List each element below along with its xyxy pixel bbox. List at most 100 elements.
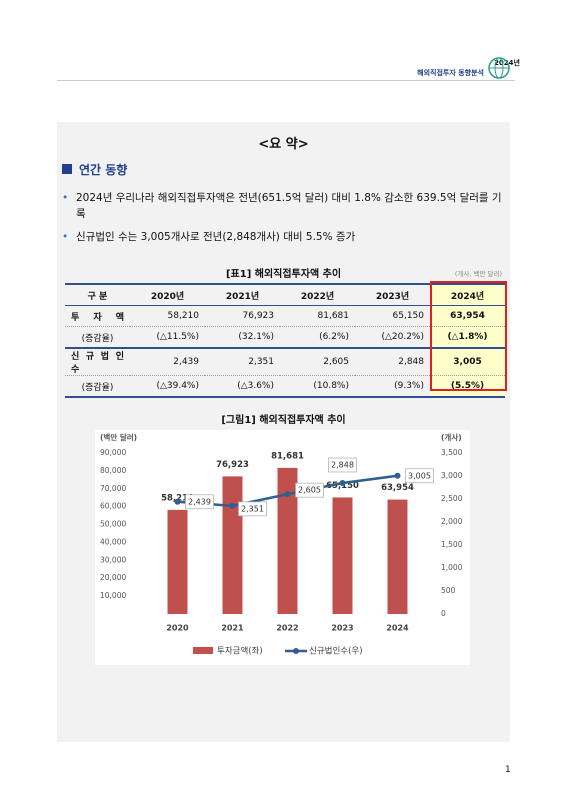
legend-label: 투자금액(좌) xyxy=(217,646,263,657)
line-point xyxy=(284,491,291,498)
bullet-text: 2024년 우리나라 해외직접투자액은 전년(651.5억 달러) 대비 1.8… xyxy=(76,192,502,220)
summary-title: <요 약> xyxy=(258,137,309,152)
legend-label: 신규법인수(우) xyxy=(309,646,363,657)
y2-tick-label: 1,500 xyxy=(441,540,463,549)
line-point xyxy=(229,502,236,509)
bar xyxy=(387,499,408,614)
y-tick-label: 10,000 xyxy=(100,591,126,600)
x-tick-label: 2023 xyxy=(331,624,353,633)
table-unit: (개사, 백만 달러) xyxy=(454,270,502,278)
cell: 3,005 xyxy=(430,348,505,376)
cell: 58,210 xyxy=(130,305,205,327)
line-label: 2,351 xyxy=(241,504,264,513)
bar-label: 76,923 xyxy=(216,460,249,470)
bar-label: 63,954 xyxy=(381,483,414,493)
y-tick-label: 20,000 xyxy=(100,573,126,582)
cell: 65,150 xyxy=(355,305,430,327)
section-mark xyxy=(62,164,72,174)
header-cell: 2021년 xyxy=(205,283,280,306)
y-tick-label: 30,000 xyxy=(100,555,126,564)
y-tick-label: 60,000 xyxy=(100,502,126,511)
y-tick-label: 70,000 xyxy=(100,484,126,493)
cell: (32.1%) xyxy=(205,326,280,349)
line-label: 2,605 xyxy=(298,486,321,495)
x-tick-label: 2021 xyxy=(221,624,244,633)
y-tick-label: 80,000 xyxy=(100,466,126,475)
row-label: (증감율) xyxy=(65,375,130,398)
cell: 2,605 xyxy=(280,348,355,376)
table-row: 투 자 액 58,210 76,923 81,681 65,150 63,954 xyxy=(65,305,505,327)
header-title: 해외직접투자 동향분석 xyxy=(417,69,484,77)
header-cell: 구 분 xyxy=(65,283,130,306)
table-row: 신 규 법 인 수 2,439 2,351 2,605 2,848 3,005 xyxy=(65,348,505,376)
cell: 2,848 xyxy=(355,348,430,376)
label-box xyxy=(405,468,434,484)
y2-tick-label: 3,000 xyxy=(441,471,463,480)
cell: 2,439 xyxy=(130,348,205,376)
logo xyxy=(488,57,510,79)
highlight xyxy=(430,281,507,391)
bar xyxy=(332,497,353,614)
y2-axis-label: (개사) xyxy=(441,432,462,442)
y-axis-label: (백만 달러) xyxy=(100,432,137,442)
cell: (△11.5%) xyxy=(130,326,205,349)
y-tick-label: 40,000 xyxy=(100,537,126,546)
bar xyxy=(167,509,188,614)
row-label: (증감율) xyxy=(65,326,130,349)
x-tick-label: 2024 xyxy=(386,624,409,633)
legend-swatch xyxy=(293,648,299,654)
table-caption: [표1] 해외직접투자액 추이 xyxy=(225,269,342,280)
header-cell: 2020년 xyxy=(130,283,205,306)
label-box xyxy=(185,494,214,510)
label-box xyxy=(295,482,324,498)
label-box xyxy=(238,501,267,517)
cell: 63,954 xyxy=(430,305,505,327)
header-cell: 2022년 xyxy=(280,283,355,306)
bar xyxy=(222,476,243,614)
y-tick-label: 50,000 xyxy=(100,520,126,529)
cell: 81,681 xyxy=(280,305,355,327)
line-label: 3,005 xyxy=(408,471,431,480)
table-row: (증감율) (△39.4%) (△3.6%) (10.8%) (9.3%) (5.5%) xyxy=(65,375,505,398)
y2-tick-label: 1,000 xyxy=(441,563,463,572)
bullet-text: 신규법인 수는 3,005개사로 전년(2,848개사) 대비 5.5% 증가 xyxy=(76,231,356,243)
header-row: 구 분 2020년 2021년 2022년 2023년 2024년 xyxy=(65,283,505,306)
x-tick-label: 2020 xyxy=(166,624,189,633)
cell: (△20.2%) xyxy=(355,326,430,349)
y2-tick-label: 2,500 xyxy=(441,494,463,503)
bar-label: 81,681 xyxy=(271,451,304,461)
page-number: 1 xyxy=(505,765,511,775)
cell: (△39.4%) xyxy=(130,375,205,398)
line-point xyxy=(339,479,346,486)
cell: (5.5%) xyxy=(430,375,505,398)
line-point xyxy=(394,472,401,479)
bullets: • 2024년 우리나라 해외직접투자액은 전년(651.5억 달러) 대비 1.… xyxy=(62,190,507,245)
cell: (△1.8%) xyxy=(430,326,505,349)
line-point xyxy=(174,498,181,505)
header-cell: 2023년 xyxy=(355,283,430,306)
y2-tick-label: 2,000 xyxy=(441,517,463,526)
y2-tick-label: 0 xyxy=(441,609,446,618)
cell: 76,923 xyxy=(205,305,280,327)
bar-label: 58,210 xyxy=(161,493,194,503)
y2-tick-label: 3,500 xyxy=(441,448,463,457)
cell: (6.2%) xyxy=(280,326,355,349)
row-label: 투 자 액 xyxy=(65,305,130,327)
x-tick-label: 2022 xyxy=(276,624,298,633)
legend-swatch xyxy=(193,647,213,654)
header-rule xyxy=(57,80,515,81)
table-row: (증감율) (△11.5%) (32.1%) (6.2%) (△20.2%) (△1.8%… xyxy=(65,326,505,349)
bullet: • 2024년 우리나라 해외직접투자액은 전년(651.5억 달러) 대비 1.… xyxy=(62,190,507,222)
cell: 2,351 xyxy=(205,348,280,376)
label-box xyxy=(328,457,357,473)
chart-title: [그림1] 해외직접투자액 추이 xyxy=(221,415,346,426)
cell: (9.3%) xyxy=(355,375,430,398)
y2-tick-label: 500 xyxy=(441,586,456,595)
bar xyxy=(277,467,298,614)
y-tick-label: 90,000 xyxy=(100,448,126,457)
table: 구 분 2020년 2021년 2022년 2023년 2024년 투 자 액 58,210 7… xyxy=(65,283,505,398)
line-label: 2,439 xyxy=(188,497,211,506)
cell: (△3.6%) xyxy=(205,375,280,398)
